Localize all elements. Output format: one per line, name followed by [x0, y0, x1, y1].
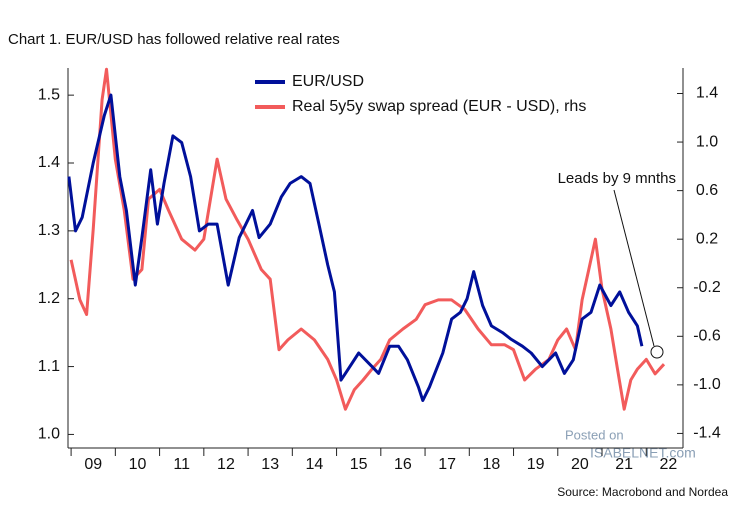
y2-tick-label: 1.4: [696, 85, 718, 102]
y2-tick-label: -0.2: [693, 279, 721, 296]
y2-tick-label: -0.6: [693, 328, 721, 345]
y-tick-label: 1.5: [38, 86, 60, 103]
legend-label: EUR/USD: [292, 73, 364, 90]
x-tick-label: 09: [84, 456, 102, 473]
x-tick-label: 11: [173, 456, 190, 473]
x-tick-label: 15: [350, 456, 368, 473]
x-tick-label: 20: [571, 456, 589, 473]
annotation: Leads by 9 mnths: [558, 170, 676, 187]
x-tick-label: 16: [394, 456, 412, 473]
y-tick-label: 1.0: [38, 426, 60, 443]
y-tick-label: 1.2: [38, 290, 60, 307]
x-tick-label: 18: [483, 456, 501, 473]
annotation-arrow: [613, 189, 655, 347]
x-tick-label: 22: [660, 456, 678, 473]
y2-tick-label: 0.2: [696, 230, 718, 247]
x-tick-label: 13: [261, 456, 279, 473]
y2-tick-label: -1.4: [693, 425, 721, 442]
x-tick-label: 19: [527, 456, 545, 473]
y-tick-label: 1.4: [38, 154, 60, 171]
watermark: ISABELNET.com: [590, 445, 696, 461]
y-tick-label: 1.1: [38, 358, 60, 375]
y2-tick-label: 1.0: [696, 133, 718, 150]
chart-title: Chart 1. EUR/USD has followed relative r…: [8, 31, 340, 48]
x-tick-label: 14: [306, 456, 324, 473]
x-tick-label: 17: [438, 456, 456, 473]
source: Source: Macrobond and Nordea: [557, 485, 728, 499]
y2-tick-label: 0.6: [696, 182, 718, 199]
annotation-circle: [650, 345, 664, 359]
watermark: Posted on: [565, 427, 624, 442]
y-tick-label: 1.3: [38, 222, 60, 239]
series-line: [67, 93, 644, 402]
x-tick-label: 10: [129, 456, 147, 473]
legend-label: Real 5y5y swap spread (EUR - USD), rhs: [292, 98, 586, 115]
y2-tick-label: -1.0: [693, 376, 721, 393]
x-tick-label: 12: [217, 456, 235, 473]
series-line: [69, 67, 666, 411]
x-tick-label: 21: [615, 456, 633, 473]
